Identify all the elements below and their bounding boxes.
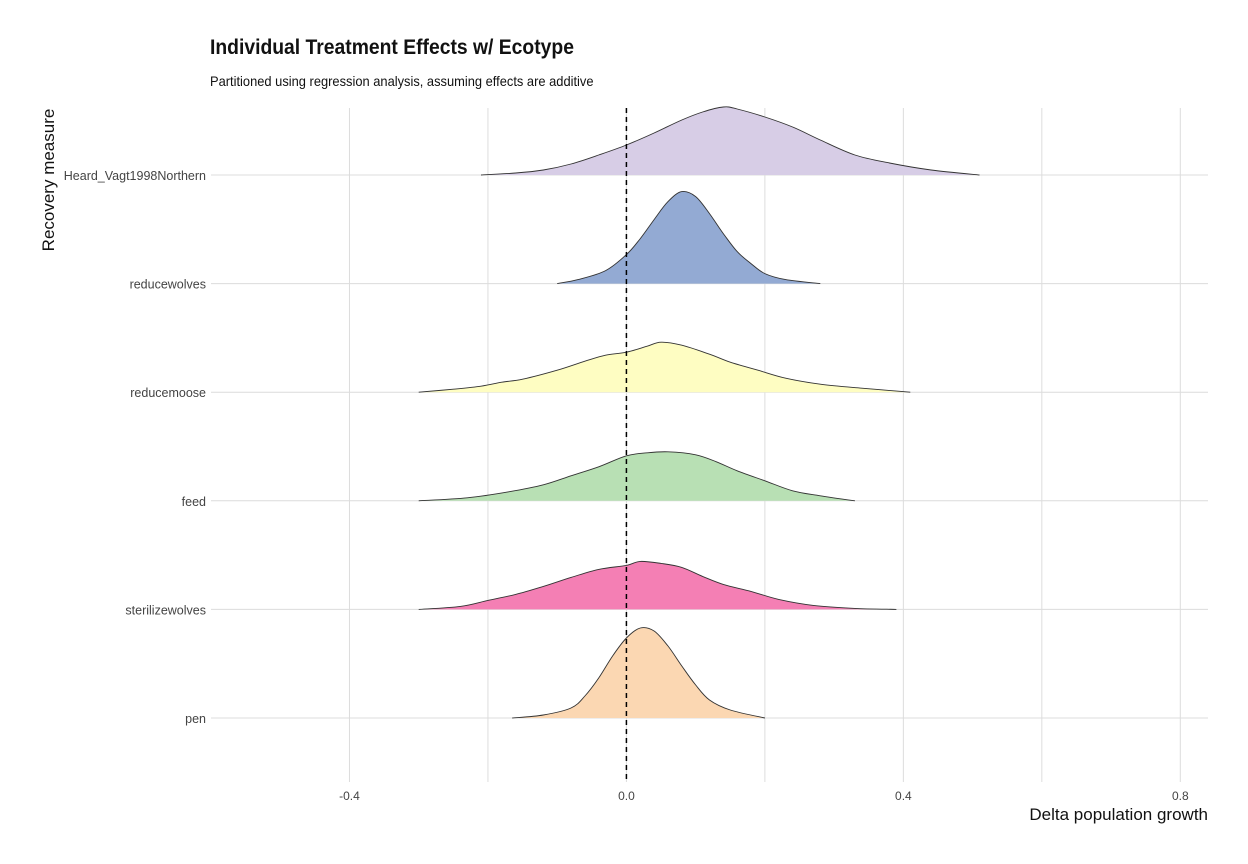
ridge-fill-feed <box>418 451 855 501</box>
ridge-fill-reducemoose <box>418 342 911 393</box>
x-tick-label: 0.0 <box>618 789 635 803</box>
category-label: reducemoose <box>130 386 206 400</box>
ridge-outline-heard_vagt1998northern <box>480 106 980 176</box>
y-axis-label: Recovery measure <box>39 109 58 252</box>
category-label: reducewolves <box>130 278 206 292</box>
ridge-fill-sterilizewolves <box>418 561 897 610</box>
x-axis-ticks: -0.4 0.0 0.4 0.8 <box>339 789 1189 803</box>
ridge-fill-pen <box>512 627 765 718</box>
ridge-outline-sterilizewolves <box>418 560 897 610</box>
chart-title: Individual Treatment Effects w/ Ecotype <box>210 36 574 59</box>
x-axis-label: Delta population growth <box>1029 805 1208 824</box>
ridge-outline-reducemoose <box>418 341 911 393</box>
category-label: Heard_Vagt1998Northern <box>64 169 206 183</box>
x-tick-label: 0.4 <box>895 789 912 803</box>
x-tick-label: -0.4 <box>339 789 360 803</box>
category-label: pen <box>185 712 206 726</box>
ridge-outline-feed <box>418 451 855 502</box>
ridge-fill-heard_vagt1998northern <box>481 106 980 175</box>
ridge-fill-reducewolves <box>557 191 821 284</box>
category-label: feed <box>182 495 206 509</box>
x-tick-label: 0.8 <box>1172 789 1189 803</box>
ridge-outline-reducewolves <box>557 190 821 285</box>
grid-lines <box>211 108 1208 782</box>
y-axis-categories: Heard_Vagt1998Northern reducewolves reduce… <box>64 169 206 726</box>
density-ridges <box>418 106 980 719</box>
category-label: sterilizewolves <box>125 603 206 617</box>
chart-subtitle: Partitioned using regression analysis, a… <box>210 73 594 89</box>
ridge-outline-pen <box>512 627 765 719</box>
